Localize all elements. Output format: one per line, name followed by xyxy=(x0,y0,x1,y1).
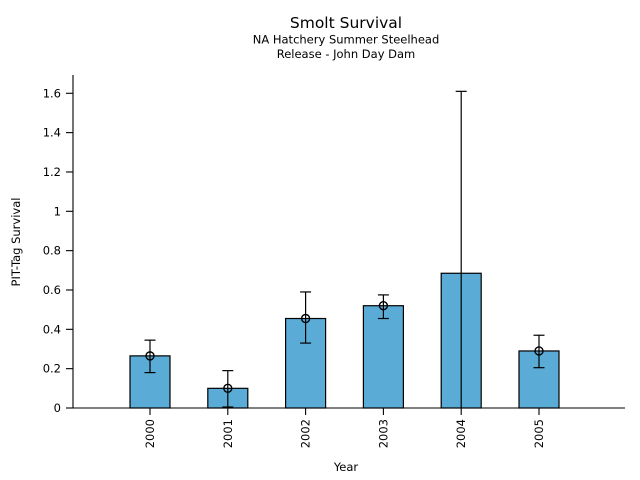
x-tick-label-2004: 2004 xyxy=(454,419,468,448)
y-tick-label-1.2: 1.2 xyxy=(43,165,61,179)
x-tick-label-2001: 2001 xyxy=(221,419,235,448)
x-axis-label: Year xyxy=(333,460,359,474)
x-tick-label-2000: 2000 xyxy=(143,419,157,448)
chart-subtitle-line1: NA Hatchery Summer Steelhead xyxy=(253,33,440,47)
chart-title: Smolt Survival xyxy=(290,14,402,32)
point-marker-2002 xyxy=(300,313,311,324)
y-tick-label-0.8: 0.8 xyxy=(43,244,61,258)
y-tick-label-1: 1 xyxy=(54,204,61,218)
y-axis-label: PIT-Tag Survival xyxy=(9,198,23,287)
x-tick-label-2002: 2002 xyxy=(299,419,313,448)
point-marker-2003 xyxy=(378,301,389,311)
y-tick-label-0: 0 xyxy=(54,401,61,415)
y-tick-label-1.4: 1.4 xyxy=(43,126,61,140)
point-marker-2001 xyxy=(223,383,233,394)
bar-2003 xyxy=(362,305,404,409)
plot-area: 0 0.2 0.4 0.6 0.8 1 1.2 1.4 1.6 2000 2001 2002 2003 2… xyxy=(43,75,625,448)
point-marker-2000 xyxy=(145,351,155,361)
x-tick-label-2003: 2003 xyxy=(376,419,390,448)
y-tick-label-1.6: 1.6 xyxy=(43,86,61,100)
y-tick-label-0.2: 0.2 xyxy=(43,362,61,376)
x-tick-label-2005: 2005 xyxy=(532,419,546,448)
y-tick-label-0.6: 0.6 xyxy=(43,283,61,297)
chart-subtitle-line2: Release - John Day Dam xyxy=(277,47,416,61)
y-tick-label-0.4: 0.4 xyxy=(43,322,61,336)
point-marker-2005 xyxy=(534,346,544,356)
